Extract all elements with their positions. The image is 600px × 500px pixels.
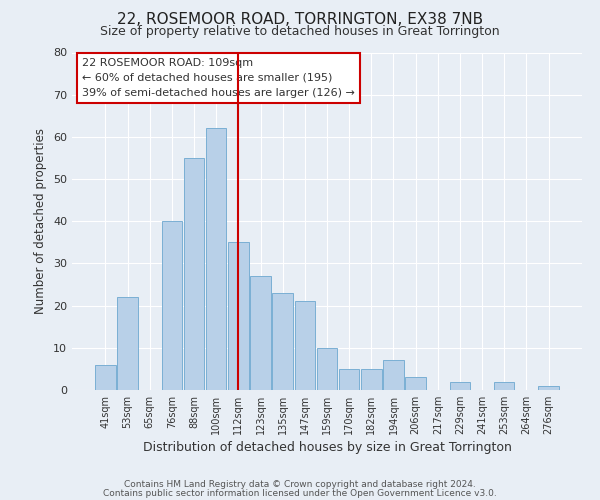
Bar <box>317 348 337 390</box>
Bar <box>95 364 116 390</box>
Bar <box>339 369 359 390</box>
Bar <box>383 360 404 390</box>
Bar <box>295 302 315 390</box>
Text: Contains HM Land Registry data © Crown copyright and database right 2024.: Contains HM Land Registry data © Crown c… <box>124 480 476 489</box>
Text: 22 ROSEMOOR ROAD: 109sqm
← 60% of detached houses are smaller (195)
39% of semi-: 22 ROSEMOOR ROAD: 109sqm ← 60% of detach… <box>82 58 355 98</box>
Bar <box>250 276 271 390</box>
Bar <box>494 382 514 390</box>
Bar <box>450 382 470 390</box>
Bar <box>361 369 382 390</box>
Text: 22, ROSEMOOR ROAD, TORRINGTON, EX38 7NB: 22, ROSEMOOR ROAD, TORRINGTON, EX38 7NB <box>117 12 483 28</box>
Bar <box>272 293 293 390</box>
Bar <box>406 378 426 390</box>
Bar <box>538 386 559 390</box>
Text: Size of property relative to detached houses in Great Torrington: Size of property relative to detached ho… <box>100 25 500 38</box>
Text: Contains public sector information licensed under the Open Government Licence v3: Contains public sector information licen… <box>103 488 497 498</box>
Bar <box>161 221 182 390</box>
Bar <box>228 242 248 390</box>
Bar <box>206 128 226 390</box>
Bar <box>184 158 204 390</box>
Y-axis label: Number of detached properties: Number of detached properties <box>34 128 47 314</box>
X-axis label: Distribution of detached houses by size in Great Torrington: Distribution of detached houses by size … <box>143 441 511 454</box>
Bar <box>118 297 138 390</box>
